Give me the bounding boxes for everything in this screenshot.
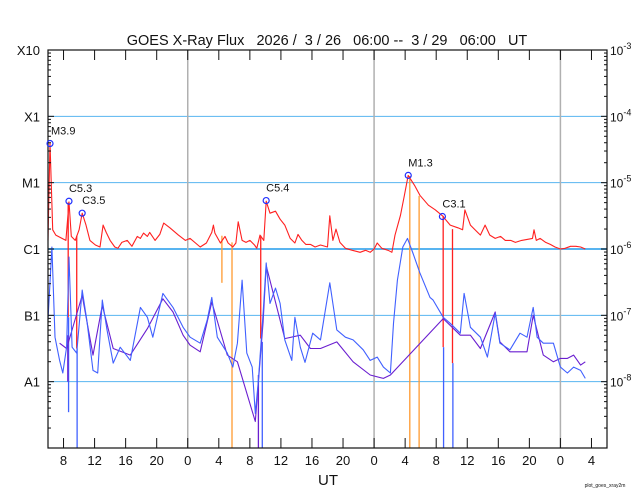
x-axis-label: UT — [318, 472, 338, 489]
flare-class-label: C5.4 — [266, 183, 289, 195]
gridlines — [48, 50, 607, 448]
x-tick-label: 0 — [370, 453, 377, 468]
x-tick-label: 16 — [305, 453, 319, 468]
flare-class-label: M3.9 — [51, 126, 75, 138]
chart-title: GOES X-Ray Flux 2026 / 3 / 26 06:00 -- 3… — [127, 33, 528, 49]
y-label-left: B1 — [24, 308, 40, 323]
series-line-long — [47, 142, 586, 253]
x-tick-label: 20 — [522, 453, 536, 468]
flare-peak-marker — [65, 197, 73, 205]
y-label-exponent: -5 — [623, 174, 631, 184]
x-tick-label: 16 — [491, 453, 505, 468]
series-line-short — [47, 237, 586, 415]
x-tick-label: 4 — [402, 453, 409, 468]
flare-peak-marker — [78, 209, 86, 217]
x-tick-label: 20 — [336, 453, 350, 468]
flare-class-label: C3.5 — [82, 195, 105, 207]
x-tick-label: 0 — [184, 453, 191, 468]
x-tick-label: 8 — [433, 453, 440, 468]
y-label-right: 10-3 — [610, 41, 631, 58]
y-label-base: 10 — [610, 243, 624, 257]
x-tick-label: 8 — [60, 453, 67, 468]
y-label-left: A1 — [24, 375, 40, 390]
y-label-right: 10-8 — [610, 373, 631, 390]
y-label-right: 10-5 — [610, 174, 631, 191]
x-tick-label: 12 — [87, 453, 101, 468]
y-label-right: 10-7 — [610, 306, 631, 323]
y-label-left: M1 — [22, 176, 40, 191]
x-tick-label: 12 — [460, 453, 474, 468]
flare-peak-marker — [438, 212, 447, 221]
flare-class-label: M1.3 — [408, 157, 432, 169]
y-label-exponent: -6 — [623, 240, 631, 250]
y-label-base: 10 — [610, 177, 624, 191]
y-label-left: C1 — [23, 242, 40, 257]
y-label-right: 10-4 — [610, 107, 631, 124]
x-tick-label: 0 — [557, 453, 564, 468]
x-tick-label: 12 — [274, 453, 288, 468]
footer-label: plot_goes_xray2m — [585, 483, 626, 489]
y-label-base: 10 — [610, 309, 624, 323]
series-line-short_alt — [59, 265, 586, 423]
x-tick-label: 16 — [118, 453, 132, 468]
y-label-exponent: -4 — [623, 107, 631, 117]
y-label-exponent: -8 — [623, 373, 631, 383]
flare-peak-marker — [404, 171, 412, 179]
y-label-base: 10 — [610, 110, 624, 124]
y-label-base: 10 — [610, 376, 624, 390]
flare-peak-marker — [262, 196, 270, 205]
flare-class-label: C5.3 — [69, 183, 92, 195]
y-label-left: X1 — [24, 109, 40, 124]
y-label-exponent: -3 — [623, 41, 631, 51]
x-tick-label: 4 — [215, 453, 222, 468]
flare-peak-marker — [46, 139, 54, 148]
x-tick-label: 20 — [149, 453, 163, 468]
flare-annotations: M3.9 C5.3C3.5 C5.4 M1.3 C3.1 — [46, 126, 466, 221]
y-label-exponent: -7 — [623, 306, 631, 316]
y-label-right: 10-6 — [610, 240, 631, 257]
x-tick-label: 8 — [246, 453, 253, 468]
data-series — [47, 142, 586, 448]
y-label-left: X10 — [17, 43, 40, 58]
y-label-base: 10 — [610, 44, 624, 58]
flare-class-label: C3.1 — [442, 198, 465, 210]
x-tick-label: 4 — [588, 453, 595, 468]
